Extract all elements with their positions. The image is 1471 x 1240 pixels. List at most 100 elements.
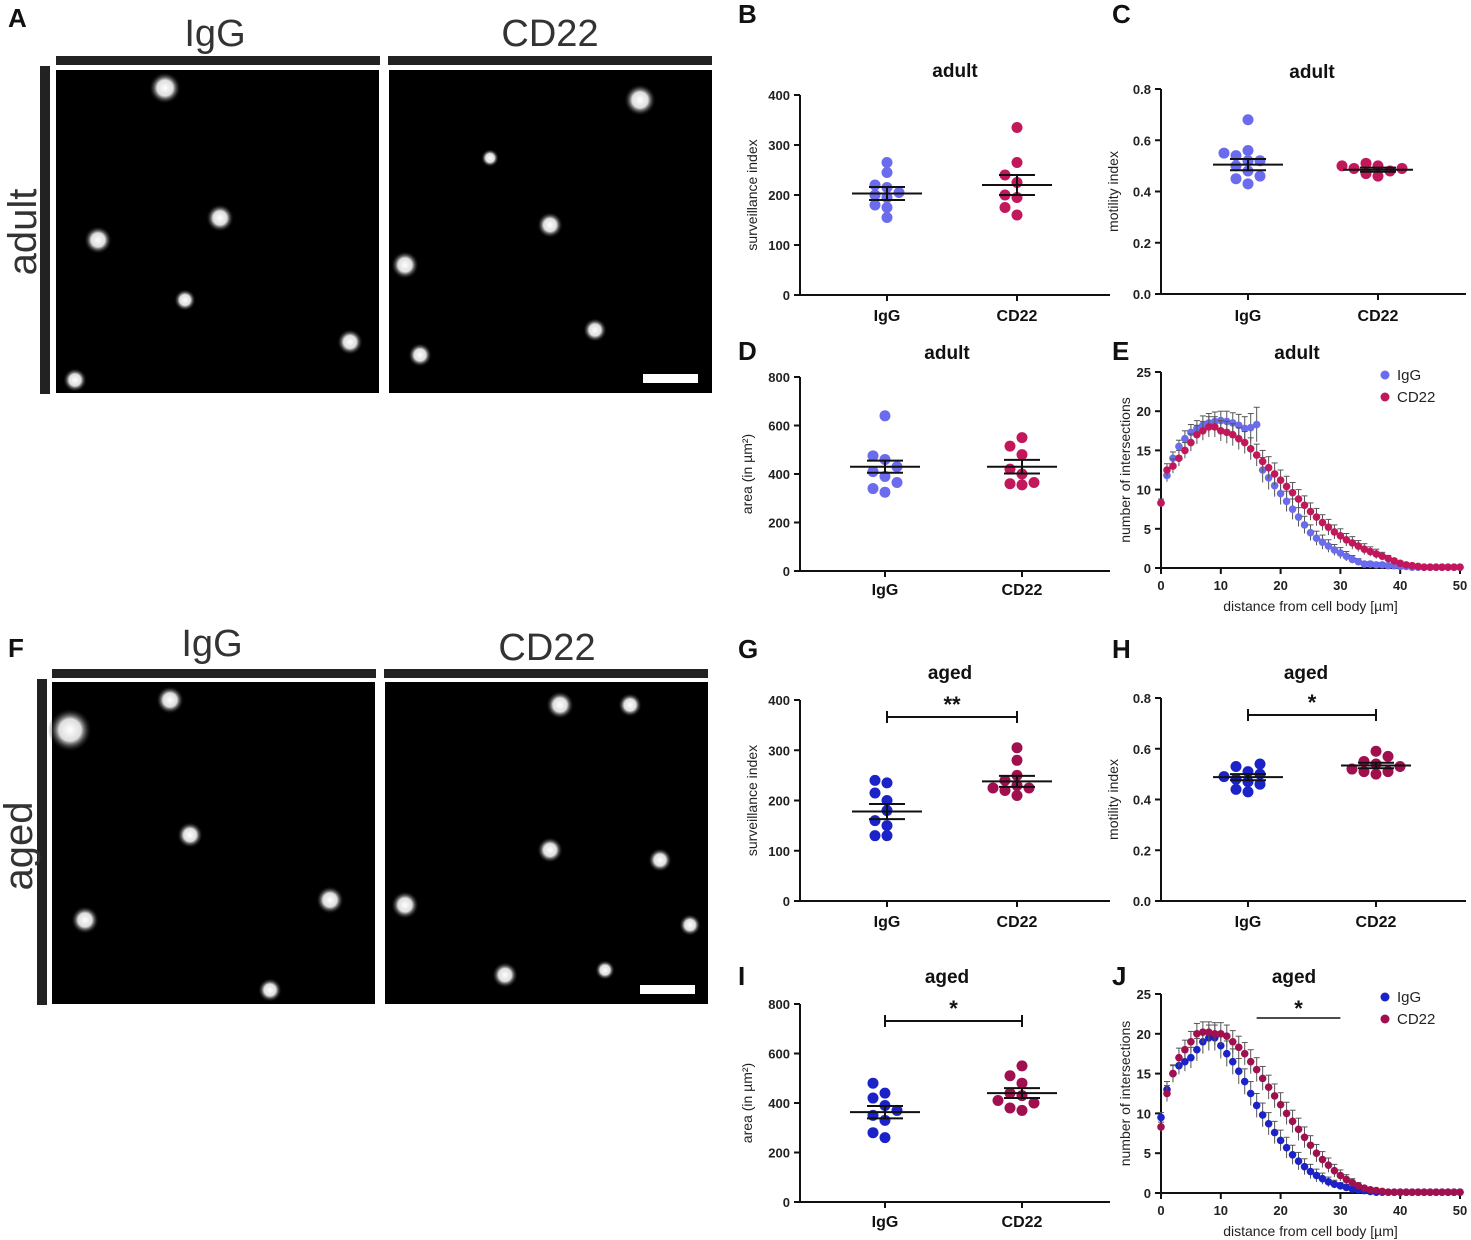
data-point: [999, 202, 1011, 213]
data-point: [1011, 157, 1023, 168]
x-tick-label: 10: [1214, 1203, 1228, 1218]
panel-label-b: B: [738, 0, 757, 29]
category-label-igg: IgG: [872, 582, 899, 599]
panel-label-a: A: [8, 3, 27, 33]
data-point: [869, 179, 881, 191]
data-point: [1342, 1183, 1351, 1192]
data-point: [1230, 783, 1242, 795]
data-point: [881, 212, 893, 223]
y-tick-label: 0.4: [1133, 185, 1152, 200]
y-tick-label: 100: [768, 844, 790, 859]
x-tick-label: 30: [1333, 578, 1347, 593]
data-point: [1175, 1053, 1183, 1062]
data-point: [1336, 532, 1345, 540]
legend-marker-igg: [1380, 370, 1390, 380]
data-point: [869, 830, 881, 842]
micrograph-igg-adult: [56, 70, 379, 393]
y-axis-label: motility index: [1105, 151, 1121, 232]
data-point: [1318, 518, 1327, 527]
data-point: [1360, 545, 1369, 553]
data-point: [879, 410, 891, 422]
data-point: [1264, 1083, 1273, 1091]
condition-label-igg: IgG: [181, 623, 242, 665]
y-axis-label: area (in µm²): [739, 434, 755, 514]
data-point: [1011, 122, 1023, 133]
data-point: [1230, 773, 1242, 785]
data-point: [1444, 1188, 1452, 1197]
data-point: [1378, 552, 1387, 561]
data-point: [1288, 488, 1297, 497]
category-label-cd22: CD22: [997, 914, 1038, 931]
data-point: [1246, 1057, 1255, 1066]
y-tick-label: 0: [783, 1195, 790, 1210]
y-tick-label: 200: [768, 516, 790, 531]
data-point: [1222, 1032, 1231, 1040]
data-point: [1252, 420, 1261, 429]
y-tick-label: 200: [768, 188, 790, 203]
x-tick-label: 50: [1453, 1203, 1467, 1218]
row-bar: [40, 66, 50, 394]
data-point: [1254, 758, 1266, 770]
y-tick-label: 0: [783, 894, 790, 909]
data-point: [1408, 1188, 1416, 1197]
data-point: [869, 199, 881, 211]
chart-title: aged: [928, 663, 972, 684]
data-point: [1294, 495, 1303, 503]
data-point: [1246, 423, 1255, 432]
data-point: [1028, 476, 1040, 488]
data-point: [1254, 170, 1266, 182]
y-tick-label: 15: [1137, 1067, 1151, 1082]
data-point: [881, 157, 893, 168]
data-point: [1402, 561, 1410, 569]
y-tick-label: 200: [768, 1146, 790, 1161]
x-tick-label: 0: [1157, 1203, 1164, 1218]
data-point: [1294, 1125, 1303, 1134]
chart-title: aged: [925, 967, 969, 988]
category-label-igg: IgG: [1235, 914, 1262, 931]
legend-label-igg: IgG: [1397, 989, 1421, 1006]
data-point: [1181, 434, 1189, 443]
data-point: [1288, 505, 1297, 513]
y-tick-label: 20: [1137, 1027, 1151, 1042]
data-point: [1205, 1028, 1213, 1037]
data-point: [1230, 173, 1242, 185]
data-point: [1336, 549, 1345, 557]
y-tick-label: 600: [768, 419, 790, 434]
data-point: [1282, 1143, 1291, 1152]
data-point: [1288, 1117, 1297, 1126]
condition-bar: [52, 669, 376, 678]
y-tick-label: 400: [768, 88, 790, 103]
data-point: [1276, 1136, 1285, 1145]
data-point: [1242, 145, 1254, 156]
data-point: [1306, 507, 1315, 516]
y-tick-label: 0.0: [1133, 894, 1151, 909]
data-point: [1242, 178, 1254, 190]
panel-label-e: E: [1112, 336, 1129, 366]
y-tick-label: 10: [1137, 1106, 1151, 1121]
data-point: [1157, 499, 1165, 507]
data-point: [1408, 561, 1416, 570]
category-label-cd22: CD22: [1002, 582, 1043, 599]
data-point: [1294, 513, 1303, 521]
data-point: [869, 787, 881, 799]
data-point: [1276, 489, 1285, 498]
data-point: [881, 202, 893, 213]
category-label-cd22: CD22: [997, 308, 1038, 325]
data-point: [1324, 1178, 1333, 1186]
data-point: [879, 1132, 891, 1144]
data-point: [1258, 457, 1267, 466]
data-point: [1318, 1174, 1327, 1183]
data-point: [1360, 157, 1372, 169]
data-point: [1240, 1077, 1249, 1086]
data-point: [1300, 501, 1309, 510]
data-point: [1432, 1188, 1440, 1197]
data-point: [1282, 1109, 1291, 1118]
data-point: [1157, 1123, 1165, 1131]
data-point: [1175, 442, 1183, 451]
data-point: [881, 820, 893, 832]
chart-title: adult: [1274, 343, 1320, 364]
data-point: [1330, 1166, 1339, 1175]
chart-title: adult: [924, 343, 970, 364]
data-point: [1384, 1188, 1393, 1197]
